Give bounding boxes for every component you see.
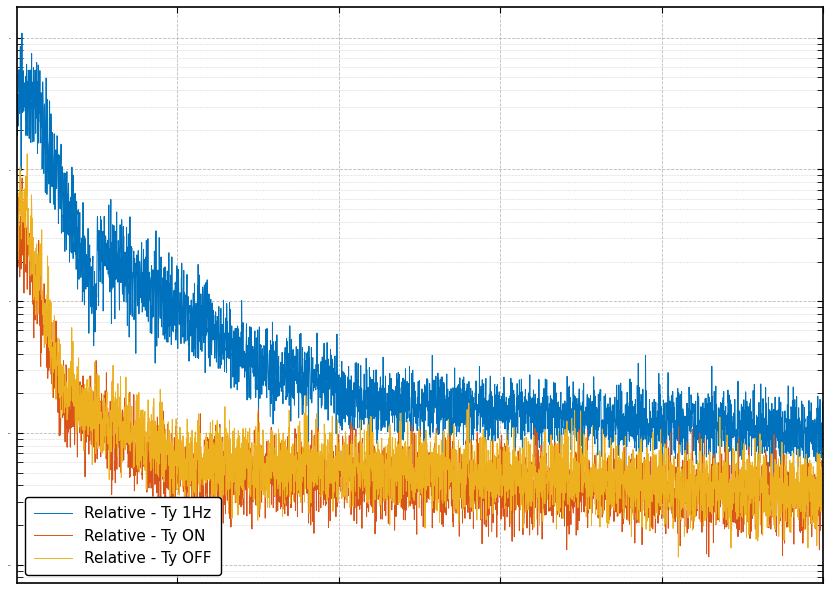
Relative - Ty 1Hz bbox=[395, 402, 405, 409]
Relative - Ty ON bbox=[358, 435, 368, 442]
Relative - Ty ON bbox=[598, 484, 608, 491]
Relative - Ty 1Hz bbox=[818, 443, 828, 450]
Relative - Ty OFF bbox=[351, 452, 361, 459]
Relative - Ty 1Hz bbox=[598, 416, 608, 423]
Line: Relative - Ty ON: Relative - Ty ON bbox=[17, 178, 823, 557]
Relative - Ty ON bbox=[351, 425, 361, 432]
Relative - Ty 1Hz bbox=[769, 490, 779, 497]
Relative - Ty 1Hz bbox=[793, 404, 803, 411]
Relative - Ty OFF bbox=[12, 199, 22, 206]
Line: Relative - Ty 1Hz: Relative - Ty 1Hz bbox=[17, 33, 823, 494]
Relative - Ty 1Hz bbox=[12, 109, 22, 116]
Relative - Ty ON bbox=[12, 231, 22, 238]
Relative - Ty 1Hz bbox=[754, 448, 764, 455]
Relative - Ty ON bbox=[704, 553, 714, 560]
Relative - Ty ON bbox=[395, 479, 405, 486]
Relative - Ty 1Hz bbox=[358, 398, 368, 405]
Relative - Ty ON bbox=[793, 487, 803, 494]
Relative - Ty ON bbox=[754, 517, 764, 524]
Legend: Relative - Ty 1Hz, Relative - Ty ON, Relative - Ty OFF: Relative - Ty 1Hz, Relative - Ty ON, Rel… bbox=[25, 497, 221, 575]
Relative - Ty OFF bbox=[818, 484, 828, 491]
Relative - Ty OFF bbox=[22, 150, 32, 158]
Relative - Ty OFF bbox=[598, 445, 608, 452]
Relative - Ty 1Hz bbox=[17, 30, 27, 37]
Relative - Ty 1Hz bbox=[351, 388, 361, 395]
Relative - Ty ON bbox=[818, 494, 828, 501]
Relative - Ty OFF bbox=[673, 553, 683, 560]
Relative - Ty ON bbox=[17, 175, 27, 182]
Relative - Ty OFF bbox=[754, 489, 764, 496]
Line: Relative - Ty OFF: Relative - Ty OFF bbox=[17, 154, 823, 557]
Relative - Ty OFF bbox=[358, 481, 368, 489]
Relative - Ty OFF bbox=[395, 409, 405, 417]
Relative - Ty OFF bbox=[793, 516, 803, 523]
